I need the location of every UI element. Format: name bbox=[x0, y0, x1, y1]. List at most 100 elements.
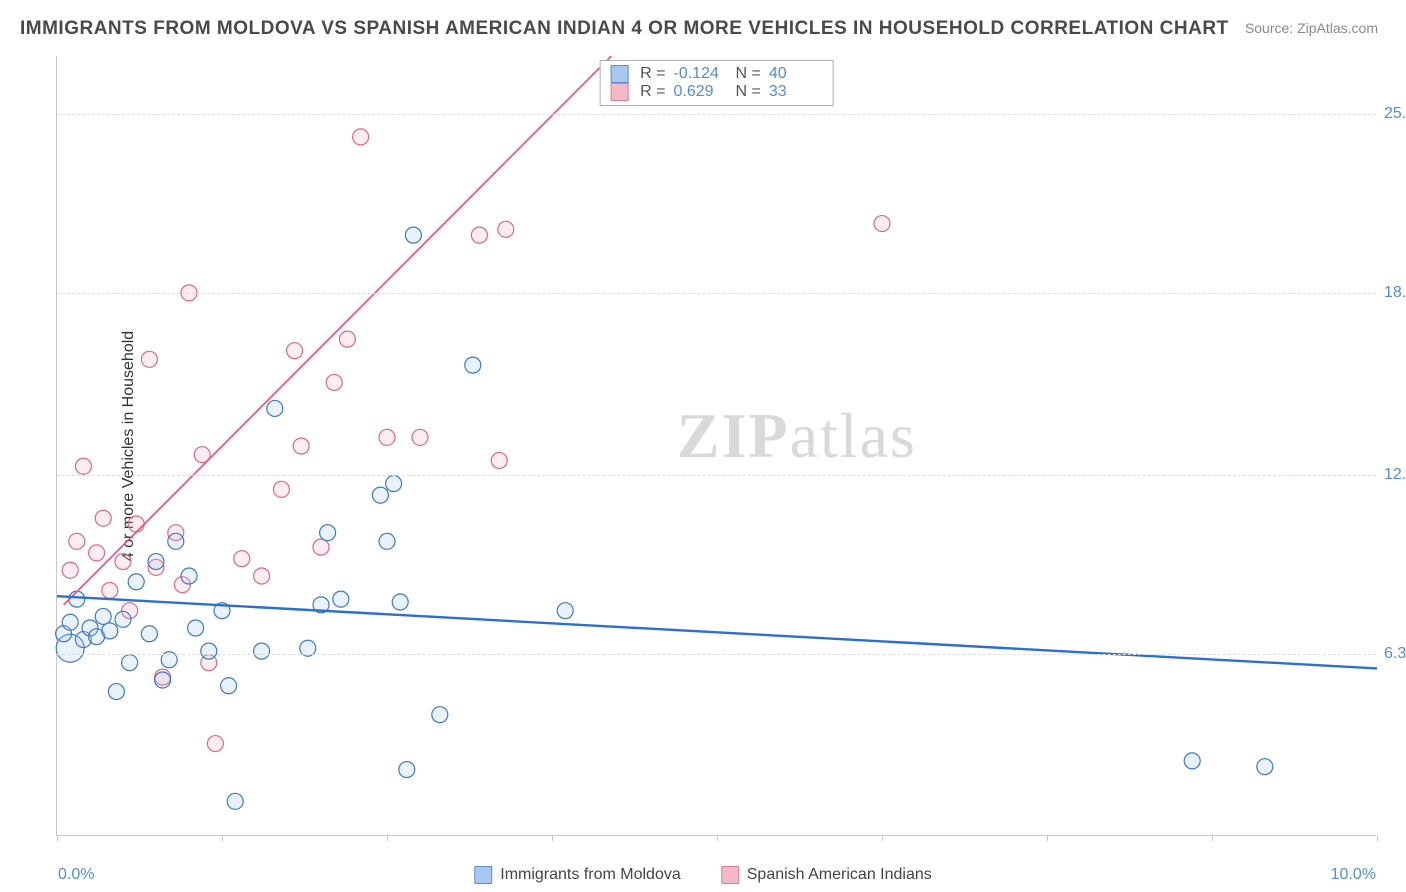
data-point bbox=[353, 129, 369, 145]
data-point bbox=[168, 533, 184, 549]
data-point bbox=[412, 429, 428, 445]
data-point bbox=[491, 452, 507, 468]
data-point bbox=[399, 762, 415, 778]
source-label: Source: bbox=[1245, 20, 1293, 36]
data-point bbox=[141, 351, 157, 367]
watermark-zip: ZIP bbox=[677, 400, 790, 471]
data-point bbox=[326, 374, 342, 390]
data-point bbox=[221, 678, 237, 694]
source-credit: Source: ZipAtlas.com bbox=[1245, 20, 1378, 36]
data-point bbox=[188, 620, 204, 636]
x-tick bbox=[552, 835, 553, 841]
data-point bbox=[557, 603, 573, 619]
x-axis-max-label: 10.0% bbox=[1331, 866, 1376, 884]
watermark: ZIPatlas bbox=[677, 399, 917, 473]
y-tick-label: 6.3% bbox=[1384, 645, 1406, 663]
x-tick bbox=[387, 835, 388, 841]
data-point bbox=[207, 736, 223, 752]
data-point bbox=[201, 643, 217, 659]
series1-n-value: 40 bbox=[769, 65, 823, 83]
legend-item-series2: Spanish American Indians bbox=[721, 866, 932, 884]
data-point bbox=[95, 608, 111, 624]
legend-item-series1: Immigrants from Moldova bbox=[474, 866, 681, 884]
chart-title: IMMIGRANTS FROM MOLDOVA VS SPANISH AMERI… bbox=[20, 18, 1229, 40]
x-tick bbox=[1212, 835, 1213, 841]
data-point bbox=[1184, 753, 1200, 769]
data-point bbox=[128, 516, 144, 532]
data-point bbox=[89, 545, 105, 561]
series2-r-value: 0.629 bbox=[674, 83, 728, 101]
data-point bbox=[405, 227, 421, 243]
data-point bbox=[254, 643, 270, 659]
gridline bbox=[57, 475, 1376, 476]
source-value: ZipAtlas.com bbox=[1297, 20, 1378, 36]
data-point bbox=[102, 623, 118, 639]
data-point bbox=[115, 554, 131, 570]
regression-line bbox=[64, 56, 612, 605]
data-point bbox=[155, 672, 171, 688]
stats-row-series2: R = 0.629 N = 33 bbox=[610, 83, 823, 101]
y-tick-label: 12.5% bbox=[1384, 466, 1406, 484]
y-tick-label: 25.0% bbox=[1384, 105, 1406, 123]
data-point bbox=[293, 438, 309, 454]
data-point bbox=[234, 551, 250, 567]
legend-label-series2: Spanish American Indians bbox=[747, 866, 932, 884]
data-point bbox=[379, 533, 395, 549]
data-point bbox=[333, 591, 349, 607]
swatch-series1-icon bbox=[474, 866, 492, 884]
data-point bbox=[379, 429, 395, 445]
data-point bbox=[432, 707, 448, 723]
stats-row-series1: R = -0.124 N = 40 bbox=[610, 65, 823, 83]
x-tick bbox=[1377, 835, 1378, 841]
stats-legend-box: R = -0.124 N = 40 R = 0.629 N = 33 bbox=[599, 60, 834, 106]
gridline bbox=[57, 114, 1376, 115]
data-point bbox=[148, 554, 164, 570]
data-point bbox=[498, 221, 514, 237]
swatch-series1-icon bbox=[610, 65, 628, 83]
data-point bbox=[339, 331, 355, 347]
n-label: N = bbox=[736, 83, 761, 101]
data-point bbox=[313, 539, 329, 555]
data-point bbox=[122, 655, 138, 671]
swatch-series2-icon bbox=[610, 83, 628, 101]
data-point bbox=[62, 614, 78, 630]
data-point bbox=[108, 684, 124, 700]
swatch-series2-icon bbox=[721, 866, 739, 884]
data-point bbox=[267, 400, 283, 416]
data-point bbox=[181, 568, 197, 584]
y-tick-label: 18.8% bbox=[1384, 284, 1406, 302]
data-point bbox=[273, 481, 289, 497]
x-tick bbox=[57, 835, 58, 841]
data-point bbox=[115, 611, 131, 627]
gridline bbox=[57, 293, 1376, 294]
legend-label-series1: Immigrants from Moldova bbox=[500, 866, 681, 884]
data-point bbox=[386, 476, 402, 492]
data-point bbox=[75, 458, 91, 474]
r-label: R = bbox=[640, 65, 665, 83]
data-point bbox=[465, 357, 481, 373]
x-axis-min-label: 0.0% bbox=[58, 866, 94, 884]
data-point bbox=[102, 582, 118, 598]
data-point bbox=[287, 343, 303, 359]
r-label: R = bbox=[640, 83, 665, 101]
series1-r-value: -0.124 bbox=[674, 65, 728, 83]
plot-area: R = -0.124 N = 40 R = 0.629 N = 33 ZIPat… bbox=[56, 56, 1376, 836]
data-point bbox=[471, 227, 487, 243]
data-point bbox=[62, 562, 78, 578]
data-point bbox=[69, 533, 85, 549]
watermark-atlas: atlas bbox=[790, 400, 917, 471]
gridline bbox=[57, 654, 1376, 655]
data-point bbox=[141, 626, 157, 642]
x-tick bbox=[222, 835, 223, 841]
data-point bbox=[254, 568, 270, 584]
data-point bbox=[874, 216, 890, 232]
data-point bbox=[95, 510, 111, 526]
data-point bbox=[128, 574, 144, 590]
x-tick bbox=[1047, 835, 1048, 841]
data-point bbox=[372, 487, 388, 503]
regression-line bbox=[57, 596, 1377, 668]
data-point bbox=[227, 793, 243, 809]
data-point bbox=[69, 591, 85, 607]
data-point bbox=[1257, 759, 1273, 775]
x-tick bbox=[717, 835, 718, 841]
